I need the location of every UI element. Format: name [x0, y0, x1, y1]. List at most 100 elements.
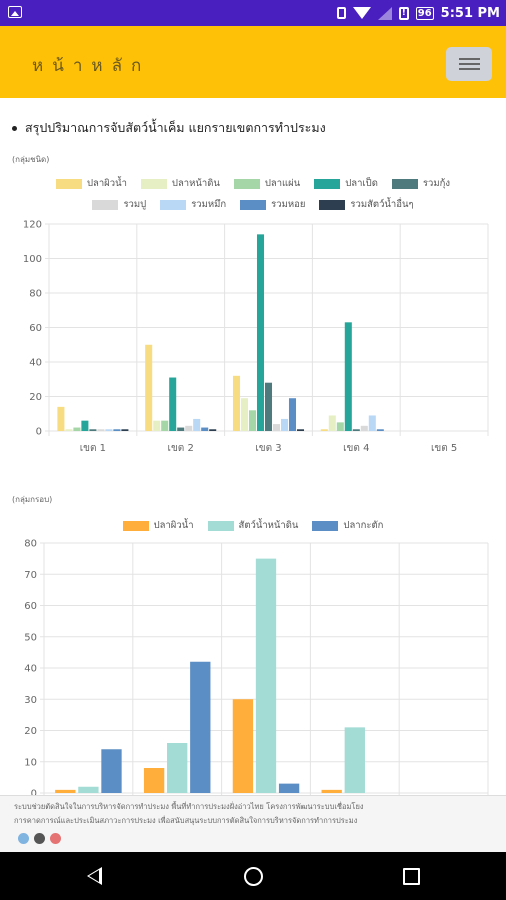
back-icon[interactable]: [87, 867, 102, 885]
bar[interactable]: [264, 382, 273, 431]
bar[interactable]: [153, 420, 161, 431]
legend-label: รวมปู: [123, 199, 147, 210]
y-tick-label: 60: [29, 323, 42, 334]
legend-item[interactable]: ปลากะตัก: [312, 518, 383, 533]
y-tick-label: 20: [24, 726, 37, 737]
bar[interactable]: [97, 429, 105, 431]
agency-logo-icon: [18, 833, 29, 844]
bar[interactable]: [288, 398, 297, 431]
bar[interactable]: [101, 749, 122, 793]
bar[interactable]: [145, 344, 153, 431]
bar[interactable]: [328, 415, 336, 431]
bar[interactable]: [55, 789, 76, 793]
legend-item[interactable]: ปลาผิวน้ำ: [56, 176, 127, 191]
bar[interactable]: [336, 422, 344, 431]
bar[interactable]: [280, 418, 289, 431]
bar[interactable]: [185, 425, 193, 431]
bar[interactable]: [193, 418, 201, 431]
y-tick-label: 100: [23, 254, 42, 265]
bar[interactable]: [201, 427, 209, 431]
bar[interactable]: [105, 429, 113, 431]
bar[interactable]: [78, 786, 99, 793]
bar[interactable]: [57, 406, 65, 431]
bar[interactable]: [190, 661, 211, 793]
legend-item[interactable]: ปลาแผ่น: [233, 176, 301, 191]
bar[interactable]: [232, 375, 241, 431]
gallery-notification-icon: [8, 6, 22, 18]
x-tick-label: เขต 3: [255, 443, 281, 454]
bar[interactable]: [255, 558, 277, 793]
bar[interactable]: [209, 429, 217, 431]
legend-swatch: [207, 520, 234, 531]
legend-item[interactable]: ปลาผิวน้ำ: [122, 518, 194, 533]
status-icons: ! 96 5:51 PM: [336, 0, 500, 26]
bar[interactable]: [177, 427, 185, 431]
home-icon[interactable]: [244, 867, 263, 886]
bar[interactable]: [169, 377, 177, 431]
x-tick-label: เขต 5: [431, 443, 457, 454]
bar[interactable]: [65, 429, 73, 431]
legend-item[interactable]: รวมกุ้ง: [391, 176, 450, 191]
battery-icon: 96: [415, 6, 434, 20]
page-title: หน้าหลัก: [32, 56, 151, 76]
bar[interactable]: [344, 727, 365, 793]
section-title: สรุปปริมาณการจับสัตว์น้ำเค็ม แยกรายเขตกา…: [12, 118, 326, 138]
legend-label: ปลากะตัก: [343, 520, 384, 531]
bar[interactable]: [240, 398, 249, 431]
chart1-plot: 0 20 40 60 80 100 120 เขต 1 เขต 2 เขต 3 เขต 4 เขต 5: [23, 220, 489, 454]
y-tick-label: 30: [24, 695, 37, 706]
bar[interactable]: [368, 415, 376, 431]
bar[interactable]: [167, 743, 188, 793]
x-tick-label: เขต 4: [343, 443, 369, 454]
bar[interactable]: [143, 768, 165, 793]
footer-line-1: ระบบช่วยตัดสินใจในการบริหารจัดการทำประมง…: [14, 802, 364, 811]
bar[interactable]: [248, 410, 257, 431]
bar[interactable]: [320, 429, 328, 431]
legend-label: ปลาผิวน้ำ: [153, 520, 194, 531]
legend-item[interactable]: รวมสัตว์น้ำอื่นๆ: [319, 197, 414, 212]
legend-item[interactable]: รวมหอย: [240, 197, 305, 212]
bar[interactable]: [272, 424, 281, 431]
bar[interactable]: [161, 420, 169, 431]
bar[interactable]: [232, 699, 254, 793]
bar[interactable]: [81, 420, 89, 431]
legend-swatch: [233, 178, 260, 189]
y-tick-label: 50: [24, 632, 37, 643]
hamburger-icon: [459, 58, 480, 60]
bar[interactable]: [344, 322, 352, 431]
bar[interactable]: [121, 429, 129, 431]
y-tick-label: 10: [24, 757, 37, 768]
partner-logo-icon: [50, 833, 61, 844]
legend-label: ปลาหน้าดิน: [171, 178, 220, 189]
legend-row: รวมปู รวมหมึก รวมหอย รวมสัตว์น้ำอื่นๆ: [0, 194, 506, 215]
chart2-plot: 0 10 20 30 40 50 60 70 80: [24, 539, 489, 796]
menu-button[interactable]: [446, 47, 492, 81]
y-tick-label: 20: [29, 392, 42, 403]
legend-item[interactable]: สัตว์น้ำหน้าดิน: [207, 518, 298, 533]
alert-icon: !: [398, 6, 409, 20]
bar[interactable]: [113, 429, 121, 431]
legend-item[interactable]: ปลาเป็ด: [314, 176, 378, 191]
legend-label: รวมกุ้ง: [422, 178, 450, 189]
bar[interactable]: [278, 783, 300, 793]
bar[interactable]: [360, 425, 368, 431]
bar[interactable]: [376, 429, 384, 431]
legend-item[interactable]: ปลาหน้าดิน: [140, 176, 220, 191]
legend-label: รวมสัตว์น้ำอื่นๆ: [350, 199, 414, 210]
bar[interactable]: [73, 427, 81, 431]
y-tick-label: 80: [24, 539, 37, 550]
bar[interactable]: [352, 429, 360, 431]
bar[interactable]: [296, 429, 305, 431]
clock: 5:51 PM: [440, 5, 500, 21]
footer-line-2: การคาดการณ์และประเมินสภาวะการประมง เพื่อ…: [14, 816, 358, 825]
recent-apps-icon[interactable]: [403, 868, 420, 885]
legend-item[interactable]: รวมหมึก: [160, 197, 226, 212]
bar[interactable]: [89, 429, 97, 431]
bar[interactable]: [321, 789, 342, 793]
vibrate-icon: [336, 7, 346, 19]
legend-label: ปลาแผ่น: [264, 178, 301, 189]
legend-item[interactable]: รวมปู: [92, 197, 146, 212]
y-tick-label: 0: [36, 427, 42, 438]
bar[interactable]: [256, 234, 265, 431]
legend-swatch: [56, 178, 82, 189]
